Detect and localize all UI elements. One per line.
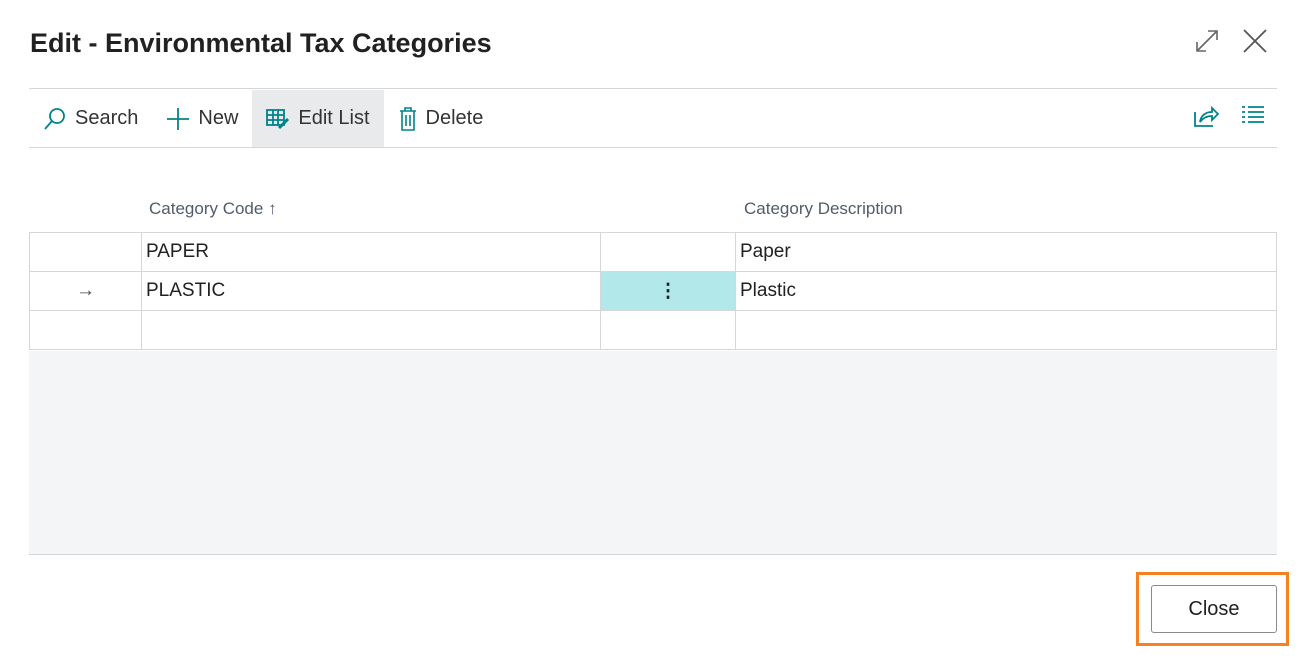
edit-list-button[interactable]: Edit List: [252, 90, 384, 147]
category-description-cell[interactable]: [735, 310, 1277, 350]
row-indicator-cell[interactable]: [29, 310, 142, 350]
table-row[interactable]: → PLASTIC ⋮ Plastic: [29, 271, 1277, 311]
trash-icon: [399, 106, 416, 131]
table-row[interactable]: PAPER Paper: [29, 232, 1277, 272]
edit-list-label: Edit List: [298, 107, 370, 129]
category-description-cell[interactable]: Paper: [735, 232, 1277, 272]
share-icon[interactable]: [1193, 104, 1220, 133]
list-view-icon[interactable]: [1241, 104, 1265, 133]
search-label: Search: [75, 107, 139, 129]
data-grid: PAPER Paper → PLASTIC ⋮ Plastic: [29, 232, 1277, 350]
category-code-cell[interactable]: PLASTIC: [141, 271, 601, 311]
search-icon: [44, 107, 65, 130]
new-button[interactable]: New: [152, 90, 252, 147]
category-code-cell[interactable]: [141, 310, 601, 350]
row-menu-button[interactable]: ⋮: [600, 271, 736, 311]
divider: [29, 88, 1277, 89]
new-label: New: [198, 107, 239, 129]
category-description-cell[interactable]: Plastic: [735, 271, 1277, 311]
column-header-category-code[interactable]: Category Code ↑: [149, 199, 277, 219]
delete-label: Delete: [425, 107, 484, 129]
row-indicator-cell[interactable]: [29, 232, 142, 272]
plus-icon: [167, 107, 190, 130]
search-button[interactable]: Search: [29, 90, 152, 147]
delete-button[interactable]: Delete: [384, 90, 498, 147]
edit-list-icon: [266, 108, 290, 129]
divider: [29, 147, 1277, 148]
grid-empty-area: [29, 351, 1277, 555]
category-code-cell[interactable]: PAPER: [141, 232, 601, 272]
current-row-arrow-icon: →: [29, 271, 142, 311]
table-row-new[interactable]: [29, 310, 1277, 350]
column-header-category-description[interactable]: Category Description: [744, 199, 903, 218]
toolbar: Search New Edit List Delete: [29, 90, 1277, 147]
row-menu-cell[interactable]: [600, 232, 736, 272]
expand-icon[interactable]: [1194, 28, 1220, 59]
sort-ascending-icon: ↑: [268, 199, 277, 218]
close-button[interactable]: Close: [1151, 585, 1277, 633]
column-label: Category Code: [149, 199, 264, 218]
row-menu-cell[interactable]: [600, 310, 736, 350]
close-icon[interactable]: [1242, 28, 1268, 59]
dialog-title: Edit - Environmental Tax Categories: [30, 28, 492, 58]
